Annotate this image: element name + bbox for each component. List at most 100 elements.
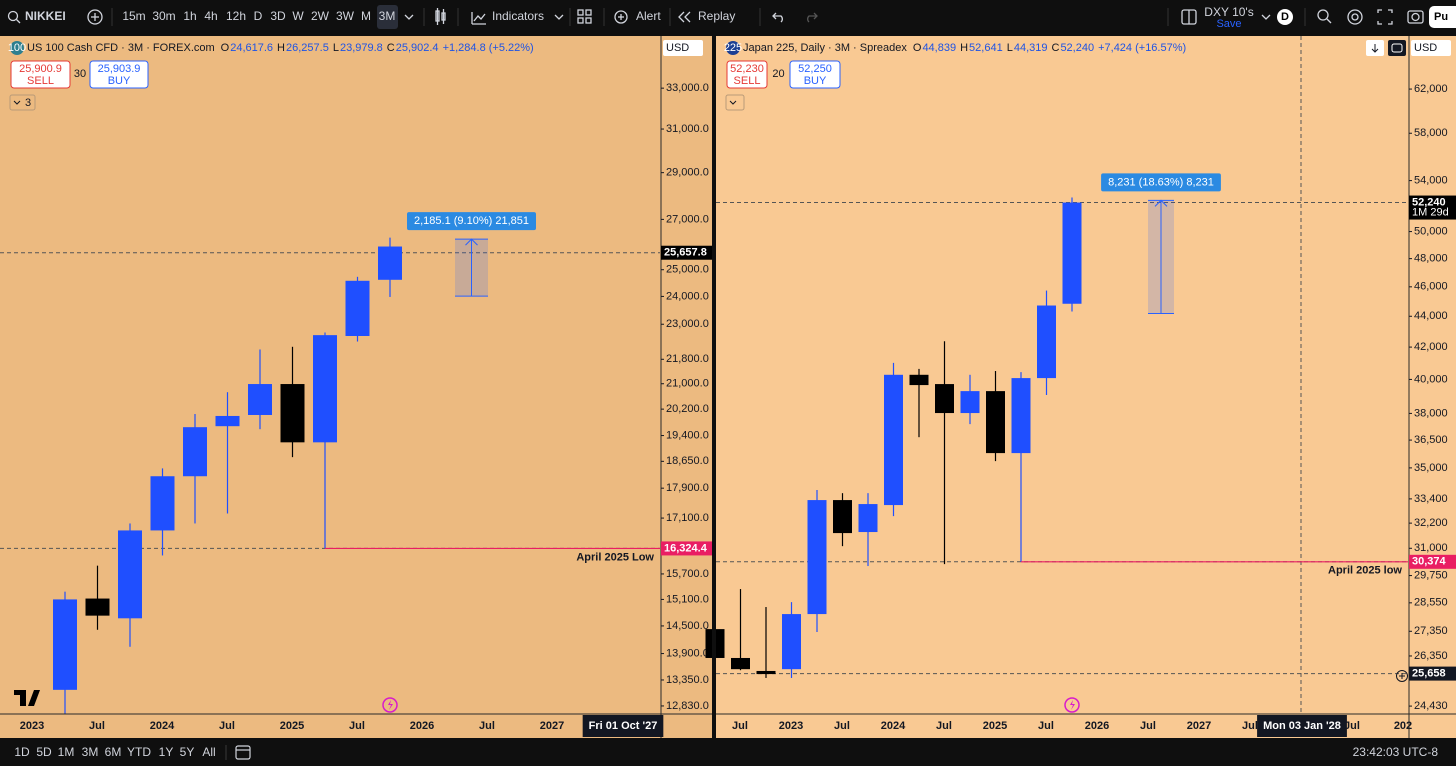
candle-body xyxy=(53,599,77,690)
symbol-title[interactable]: US 100 Cash CFD · 3M · FOREX.com xyxy=(27,42,215,54)
alert-button[interactable]: Alert xyxy=(636,9,661,23)
y-tick-label: 23,000.0 xyxy=(666,318,709,330)
interval-button[interactable]: 2W xyxy=(311,9,330,23)
y-tick-label: 29,000.0 xyxy=(666,167,709,179)
y-tick-label: 17,900.0 xyxy=(666,482,709,494)
publish-label[interactable]: Pu xyxy=(1434,11,1448,23)
y-tick-label: 33,400 xyxy=(1414,493,1448,505)
range-button[interactable]: 5D xyxy=(36,745,52,759)
ohlc-label: C xyxy=(1051,42,1059,54)
spread: 20 xyxy=(772,68,784,80)
interval-button[interactable]: 15m xyxy=(122,9,145,23)
bolt-icon xyxy=(1064,697,1080,713)
interval-button[interactable]: 3D xyxy=(270,9,286,23)
sell-button[interactable] xyxy=(10,60,71,89)
crosshair-time-label: Mon 03 Jan '28 xyxy=(1263,720,1341,732)
symbol-badge xyxy=(726,41,740,55)
measure-label-box xyxy=(407,212,536,231)
y-tick-label: 18,650.0 xyxy=(666,455,709,467)
interval-button[interactable]: 1h xyxy=(183,9,196,23)
currency[interactable]: USD xyxy=(1414,42,1437,54)
interval-button[interactable]: 3W xyxy=(336,9,355,23)
y-tick-label: 17,100.0 xyxy=(666,512,709,524)
publish-button[interactable] xyxy=(1429,6,1456,28)
y-tick-label: 54,000 xyxy=(1414,174,1448,186)
interval-button[interactable]: D xyxy=(254,9,263,23)
currency-box[interactable] xyxy=(663,40,703,56)
bolt-glyph xyxy=(388,700,393,710)
y-tick-label: 12,830.0 xyxy=(666,700,709,712)
interval-button[interactable]: 12h xyxy=(226,9,246,23)
candle-body xyxy=(756,670,776,675)
layout-name[interactable]: DXY 10's xyxy=(1204,5,1253,19)
y-tick-label: 31,000 xyxy=(1414,542,1448,554)
y-tick-label: 62,000 xyxy=(1414,83,1448,95)
range-button[interactable]: 1D xyxy=(14,745,30,759)
y-tick-label: 36,500 xyxy=(1414,434,1448,446)
range-button[interactable]: 5Y xyxy=(180,745,195,759)
candle-body xyxy=(935,384,954,414)
y-tick-label: 27,350 xyxy=(1414,625,1448,637)
save-label[interactable]: Save xyxy=(1216,18,1241,30)
ohlc-label: L xyxy=(333,42,339,54)
candle-body xyxy=(986,391,1005,454)
collapse-button[interactable] xyxy=(9,94,36,111)
interval-button[interactable]: W xyxy=(292,9,304,23)
ohlc-value: 24,617.6 xyxy=(230,42,273,54)
symbol[interactable]: NIKKEI xyxy=(25,9,66,23)
interval-button[interactable]: 3M xyxy=(379,9,396,23)
sell-label: SELL xyxy=(27,75,54,87)
crosshair-time-box xyxy=(1257,715,1347,737)
x-tick-label: 2024 xyxy=(150,720,175,732)
range-button[interactable]: YTD xyxy=(127,745,151,759)
candle-body xyxy=(960,391,980,414)
price-tag-label: 30,374 xyxy=(1412,556,1447,568)
price-axis xyxy=(1408,36,1456,714)
indicators-button[interactable]: Indicators xyxy=(492,9,544,23)
avatar[interactable]: D xyxy=(1281,11,1289,23)
symbol-title[interactable]: Japan 225, Daily · 3M · Spreadex xyxy=(743,42,907,54)
symbol-badge-text: 100 xyxy=(8,42,26,54)
chart-pane xyxy=(0,36,712,738)
maximize-button[interactable] xyxy=(1388,40,1406,56)
y-tick-label: 48,000 xyxy=(1414,253,1448,265)
candle-body xyxy=(313,335,337,443)
ohlc-value: 44,839 xyxy=(922,42,956,54)
price-tag-label: 25,657.8 xyxy=(664,247,707,259)
candle-body xyxy=(345,280,370,337)
x-tick-label: Jul xyxy=(1140,720,1156,732)
price-tag-sub: 1M 29d xyxy=(1412,206,1449,218)
ohlc-label: O xyxy=(913,42,922,54)
currency[interactable]: USD xyxy=(666,42,689,54)
range-button[interactable]: 3M xyxy=(82,745,99,759)
buy-button[interactable] xyxy=(789,60,841,89)
range-button[interactable]: 1M xyxy=(58,745,75,759)
x-tick-label: 2023 xyxy=(779,720,803,732)
interval-button[interactable]: 30m xyxy=(152,9,175,23)
y-tick-label: 33,000.0 xyxy=(666,82,709,94)
currency-box[interactable] xyxy=(1411,40,1451,56)
x-tick-label: Jul xyxy=(732,720,748,732)
interval-button[interactable]: 4h xyxy=(204,9,217,23)
candle-body xyxy=(731,657,750,670)
range-button[interactable]: 6M xyxy=(105,745,122,759)
clock: 23:42:03 UTC-8 xyxy=(1353,745,1439,759)
ohlc-label: L xyxy=(1007,42,1013,54)
x-tick-label: 2026 xyxy=(1085,720,1109,732)
ohlc-label: H xyxy=(960,42,968,54)
toolbar-icons xyxy=(7,8,1424,25)
replay-button[interactable]: Replay xyxy=(698,9,735,23)
interval-button[interactable]: M xyxy=(361,9,371,23)
x-tick-label: 2027 xyxy=(1187,720,1211,732)
sell-button[interactable] xyxy=(726,60,768,89)
range-button[interactable]: All xyxy=(202,745,215,759)
buy-button[interactable] xyxy=(89,60,149,89)
y-tick-label: 32,200 xyxy=(1414,517,1448,529)
range-button[interactable]: 1Y xyxy=(159,745,174,759)
ohlc-label: O xyxy=(221,42,230,54)
crosshair-plus xyxy=(1396,670,1408,682)
measure-label: 2,185.1 (9.10%) 21,851 xyxy=(414,215,529,227)
panel-divider xyxy=(712,36,716,738)
collapse-button[interactable] xyxy=(725,94,745,111)
